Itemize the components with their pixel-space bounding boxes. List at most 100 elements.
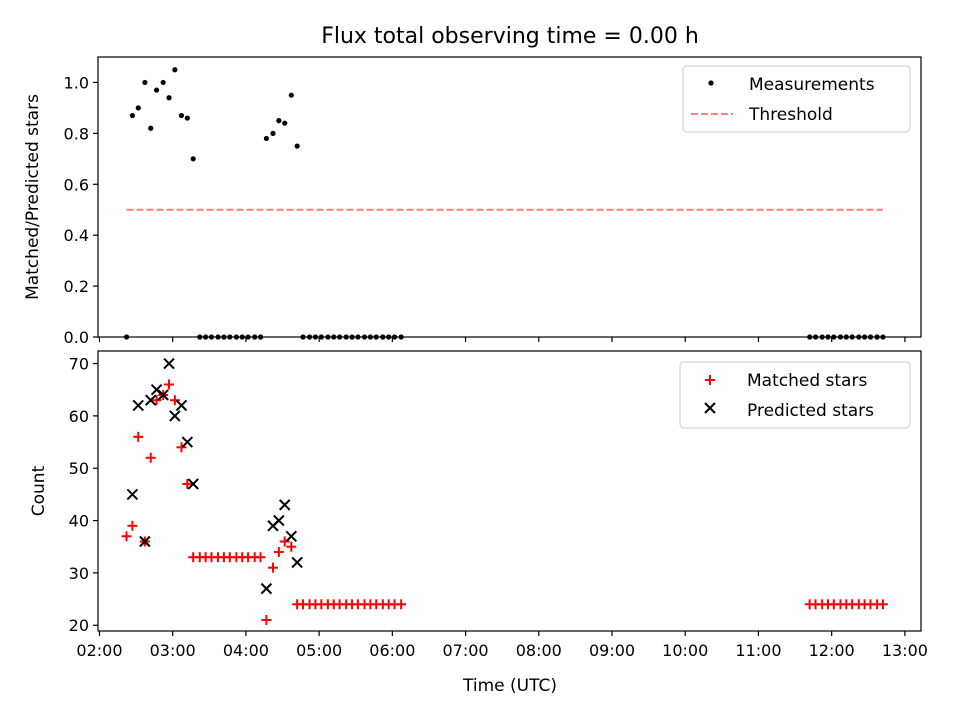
top-panel: 0.0 0.2 0.4 0.6 0.8 1.0 Matched/Predicted sta… — [23, 56, 922, 347]
x-stroke-b — [285, 530, 298, 542]
matched-star-point — [255, 552, 266, 563]
matched-star-point — [164, 379, 175, 390]
measurement-point — [270, 130, 276, 136]
x-stroke-b — [163, 357, 175, 370]
y-tick-label: 0.4 — [64, 226, 89, 245]
top-y-axis-label: Matched/Predicted stars — [23, 94, 43, 300]
measurement-point — [160, 79, 166, 86]
measurement-point — [178, 112, 185, 119]
predicted-star-point — [175, 399, 188, 412]
legend-measurements-label: Measurements — [749, 75, 875, 95]
predicted-star-point — [169, 410, 181, 422]
legend-predicted-marker — [704, 402, 716, 414]
bottom-panel: 20 30 40 50 60 70 02:00 03:00 04:00 05:00 06:00 07… — [29, 350, 928, 696]
x-tick-label: 05:00 — [296, 641, 342, 660]
top-legend: Measurements Threshold — [682, 65, 911, 133]
bottom-legend: Matched stars Predicted stars — [679, 361, 911, 429]
predicted-star-point — [145, 394, 157, 406]
bottom-legend-box — [679, 361, 911, 429]
legend-predicted-label: Predicted stars — [747, 401, 874, 421]
measurement-point — [135, 105, 141, 111]
measurement-point — [184, 115, 190, 121]
x-tick-label: 02:00 — [76, 641, 122, 660]
x-stroke-b — [187, 478, 199, 490]
matched-star-point — [877, 599, 888, 610]
x-tick-label: 03:00 — [150, 641, 196, 660]
predicted-star-point — [291, 556, 303, 569]
matched-star-point — [396, 599, 407, 610]
predicted-star-point — [163, 357, 175, 370]
measurement-point — [153, 87, 160, 93]
x-stroke-b — [150, 384, 163, 396]
measurement-point — [129, 112, 136, 119]
legend-matched-marker — [705, 375, 715, 385]
y-tick-label: 60 — [69, 407, 89, 426]
matched-star-point — [121, 531, 132, 542]
x-stroke-b — [279, 499, 291, 511]
measurement-point — [263, 135, 270, 142]
predicted-star-point — [139, 535, 151, 548]
y-tick-label: 0.0 — [64, 328, 89, 347]
legend-threshold-label: Threshold — [748, 105, 833, 125]
x-tick-label: 13:00 — [882, 641, 928, 660]
x-stroke-b — [181, 436, 194, 448]
x-stroke-b — [169, 410, 181, 422]
y-tick-label: 0.2 — [64, 277, 89, 296]
x-axis-label: Time (UTC) — [462, 676, 557, 696]
predicted-star-point — [157, 389, 169, 401]
bottom-data-marks — [121, 357, 888, 626]
x-tick-label: 06:00 — [369, 641, 415, 660]
top-y-ticks: 0.0 0.2 0.4 0.6 0.8 1.0 — [64, 73, 98, 347]
top-axes-frame — [97, 56, 922, 338]
x-tick-label: 11:00 — [735, 641, 781, 660]
x-tick-label: 09:00 — [589, 641, 635, 660]
matched-star-point — [273, 546, 284, 557]
matched-star-point — [151, 395, 162, 406]
measurement-point — [172, 67, 178, 73]
x-stroke-b — [273, 514, 285, 527]
matched-star-point — [176, 442, 187, 453]
matched-star-point — [133, 431, 144, 442]
x-stroke-b — [126, 488, 139, 501]
x-tick-label: 08:00 — [516, 641, 562, 660]
predicted-star-point — [187, 478, 199, 490]
x-stroke-b — [139, 535, 151, 548]
x-tick-label: 07:00 — [443, 641, 489, 660]
matched-star-point — [169, 395, 180, 406]
predicted-star-point — [285, 530, 298, 542]
predicted-star-point — [260, 582, 273, 595]
measurement-point — [282, 120, 288, 126]
y-tick-label: 50 — [69, 459, 89, 478]
y-tick-label: 0.8 — [64, 124, 89, 143]
matched-star-point — [182, 478, 193, 489]
measurement-point — [148, 125, 154, 131]
x-stroke-b — [157, 389, 169, 401]
x-stroke-b — [291, 556, 303, 569]
y-tick-label: 70 — [69, 355, 89, 374]
matched-star-point — [267, 562, 278, 573]
predicted-star-point — [181, 436, 194, 448]
matched-star-point — [279, 536, 290, 547]
x-tick-label: 10:00 — [662, 641, 708, 660]
predicted-star-point — [126, 488, 139, 501]
y-tick-label: 20 — [69, 616, 89, 635]
measurement-point — [288, 92, 294, 98]
predicted-star-point — [279, 499, 291, 511]
matched-star-point — [145, 452, 156, 463]
top-data-marks — [123, 67, 886, 340]
matched-star-point — [261, 615, 272, 626]
measurement-point — [294, 143, 300, 149]
matched-star-point — [286, 541, 297, 552]
y-tick-label: 40 — [69, 512, 89, 531]
top-legend-box — [682, 65, 911, 133]
bottom-y-ticks: 20 30 40 50 60 70 — [69, 355, 98, 635]
predicted-star-point — [132, 399, 144, 412]
measurement-point — [166, 95, 172, 101]
legend-matched-label: Matched stars — [747, 371, 867, 391]
measurement-point — [142, 79, 148, 86]
measurement-point — [190, 156, 196, 162]
bottom-x-ticks: 02:00 03:00 04:00 05:00 06:00 07:00 08:00 09:00… — [76, 631, 928, 660]
chart-title: Flux total observing time = 0.00 h — [321, 24, 699, 49]
x-stroke-b — [260, 582, 273, 595]
